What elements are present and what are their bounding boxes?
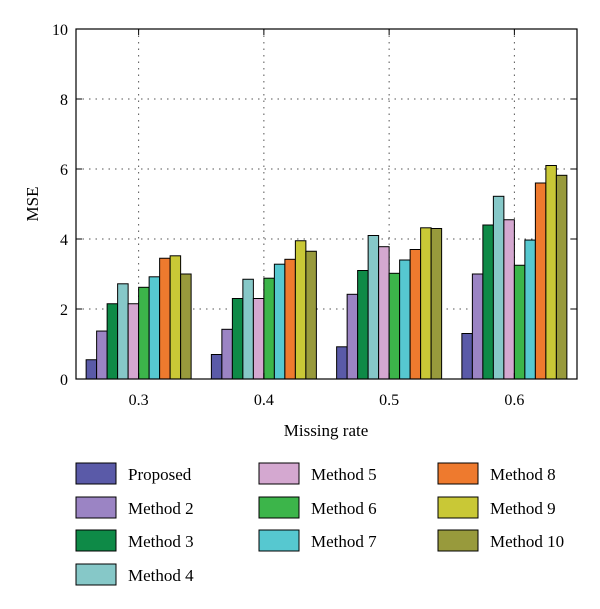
bar	[180, 273, 192, 380]
y-tick-label: 2	[60, 302, 68, 319]
legend-swatch	[258, 462, 300, 485]
legend-swatch	[75, 563, 117, 586]
bar	[263, 277, 275, 380]
plot-frame	[75, 28, 578, 380]
x-tick-label: 0.3	[129, 392, 149, 409]
bar	[388, 272, 401, 380]
legend-swatch	[75, 462, 117, 485]
bar	[461, 333, 473, 380]
legend-swatch	[437, 529, 479, 552]
bar	[492, 195, 505, 380]
bar	[555, 174, 568, 380]
bar	[221, 328, 233, 380]
legend-label: Method 6	[311, 499, 377, 518]
legend-swatch	[437, 496, 479, 519]
bar	[378, 246, 390, 380]
bar	[420, 227, 432, 380]
legend-label: Method 7	[311, 532, 377, 551]
bar	[346, 293, 359, 380]
y-axis-ticks: 0 2 4 6 8 10	[52, 22, 577, 389]
x-axis-label: Missing rate	[284, 421, 369, 440]
bar	[210, 354, 223, 380]
bar	[252, 298, 265, 380]
legend: Proposed Method 2 Method 3 Method 4 Method 5…	[75, 462, 564, 586]
legend-swatch	[75, 496, 117, 519]
bar	[169, 255, 182, 380]
bar	[357, 270, 369, 380]
bar	[148, 276, 161, 380]
bar	[471, 273, 484, 380]
x-tick-label: 0.5	[379, 392, 399, 409]
y-tick-label: 6	[60, 162, 68, 179]
legend-swatch	[258, 496, 300, 519]
bar	[106, 303, 119, 380]
y-tick-label: 0	[60, 372, 68, 389]
bar	[231, 298, 244, 380]
bar	[284, 258, 296, 380]
y-axis-label: MSE	[23, 187, 42, 222]
bar	[242, 278, 254, 380]
bar	[127, 303, 140, 380]
legend-label: Method 8	[490, 465, 556, 484]
legend-label: Method 4	[128, 566, 194, 585]
legend-label: Method 2	[128, 499, 194, 518]
bar	[534, 182, 547, 380]
bar	[336, 346, 348, 380]
bar	[96, 330, 108, 380]
bar	[503, 219, 515, 380]
legend-label: Method 3	[128, 532, 194, 551]
bar	[294, 240, 307, 380]
y-tick-label: 10	[52, 22, 68, 39]
legend-label: Method 9	[490, 499, 556, 518]
y-tick-label: 4	[60, 232, 68, 249]
bar	[545, 165, 557, 380]
bar	[409, 249, 422, 380]
bar	[273, 263, 286, 380]
bar	[524, 239, 536, 380]
bar	[399, 259, 411, 380]
bar	[117, 283, 129, 380]
legend-swatch	[258, 529, 300, 552]
bar	[513, 264, 526, 380]
legend-swatch	[437, 462, 479, 485]
legend-swatch	[75, 529, 117, 552]
bar	[367, 235, 380, 380]
bars	[85, 165, 568, 380]
legend-label: Proposed	[128, 465, 192, 484]
bar	[430, 228, 443, 380]
y-tick-label: 8	[60, 92, 68, 109]
bar	[85, 359, 98, 380]
legend-label: Method 10	[490, 532, 564, 551]
bar	[482, 224, 494, 380]
x-axis-ticks: 0.3 0.4 0.5 0.6	[129, 29, 524, 409]
x-tick-label: 0.4	[254, 392, 274, 409]
legend-label: Method 5	[311, 465, 377, 484]
bar	[305, 250, 317, 380]
bar	[138, 286, 150, 380]
x-tick-label: 0.6	[504, 392, 524, 409]
bar	[159, 257, 171, 380]
